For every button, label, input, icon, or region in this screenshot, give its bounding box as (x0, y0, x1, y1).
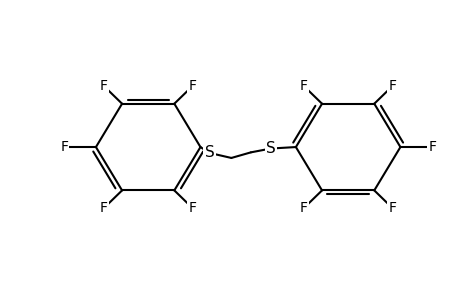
Text: F: F (60, 140, 68, 154)
Text: F: F (100, 201, 108, 215)
Text: F: F (188, 201, 196, 215)
Text: F: F (299, 201, 307, 215)
Text: S: S (265, 141, 275, 156)
Text: F: F (188, 79, 196, 93)
Text: F: F (387, 201, 396, 215)
Text: S: S (204, 146, 214, 160)
Text: F: F (299, 79, 307, 93)
Text: F: F (387, 79, 396, 93)
Text: F: F (427, 140, 435, 154)
Text: F: F (100, 79, 108, 93)
